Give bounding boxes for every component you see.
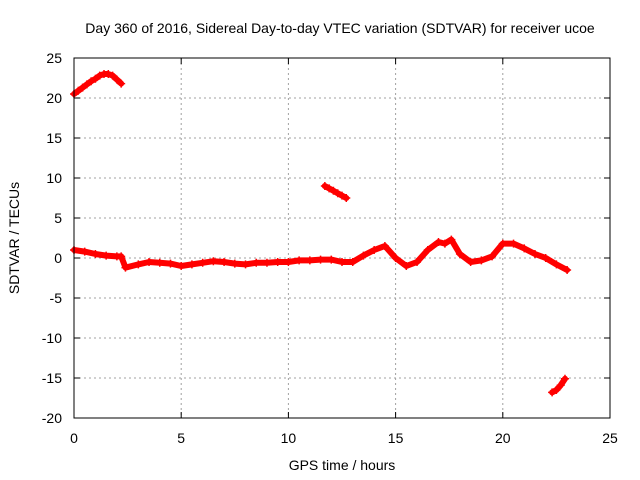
data-point-marker [241,260,250,269]
data-point-marker [488,252,497,261]
data-point-marker [548,388,557,397]
data-point-marker [552,260,561,269]
data-point-marker [155,258,164,267]
data-point-marker [338,258,346,266]
data-point-marker [434,238,443,246]
data-point-marker [108,71,117,80]
data-point-marker [80,247,89,256]
data-point-marker [320,182,329,190]
y-tick-label: 5 [54,210,62,226]
data-point-marker [333,189,342,198]
data-point-marker [440,239,449,248]
data-point-marker [338,191,346,200]
data-point-marker [552,386,561,394]
data-point-marker [391,254,400,262]
x-tick-label: 15 [388,430,404,446]
data-point-marker [316,255,325,264]
y-tick-label: 15 [46,130,62,146]
data-point-marker [447,235,456,244]
data-point-marker [91,74,100,83]
series-segment-late-low [548,374,569,397]
data-point-marker [95,71,104,80]
data-point-marker [541,254,550,262]
y-tick-label: 0 [54,250,62,266]
y-tick-label: 20 [46,90,62,106]
series-segment-mid-high [320,182,351,202]
data-point-marker [413,258,422,266]
x-tick-label: 0 [70,430,78,446]
data-point-marker [78,83,87,92]
data-point-marker [329,186,338,195]
data-point-marker [74,86,83,95]
y-tick-label: -10 [42,330,62,346]
data-point-marker [220,258,229,266]
data-point-marker [121,263,130,272]
data-point-marker [252,258,261,267]
data-point-marker [145,258,154,266]
data-point-marker [563,266,572,274]
data-point-marker [117,79,126,88]
data-point-marker [102,251,111,260]
data-point-marker [134,260,143,269]
data-point-marker [380,242,389,250]
data-point-marker [342,194,351,202]
data-point-marker [477,256,486,265]
x-tick-label: 20 [495,430,511,446]
x-tick-label: 5 [177,430,185,446]
data-point-marker [327,255,336,264]
x-axis-label: GPS time / hours [289,457,396,473]
x-tick-label: 10 [281,430,297,446]
data-point-marker [166,259,175,268]
data-point-marker [209,257,218,266]
data-point-marker [325,184,334,193]
data-point-marker [87,77,96,86]
data-point-marker [104,70,113,78]
data-point-marker [198,258,207,267]
series-segment-main [70,235,572,274]
grid-lines [74,58,610,418]
data-point-marker [530,250,539,258]
data-point-marker [112,75,121,84]
data-point-marker [117,252,126,261]
y-tick-label: -5 [50,290,63,306]
y-tick-label: 10 [46,170,62,186]
data-point-marker [91,250,100,258]
data-point-marker [498,239,507,248]
data-point-marker [466,258,475,266]
y-tick-label: -20 [42,410,62,426]
chart-title: Day 360 of 2016, Sidereal Day-to-day VTE… [85,20,595,36]
data-point-marker [273,258,282,266]
data-point-marker [262,258,271,267]
data-point-marker [560,374,569,383]
data-point-marker [370,246,379,254]
y-tick-label: 25 [46,50,62,66]
data-point-marker [177,262,186,270]
data-point-marker [230,259,239,268]
series-trace [549,375,568,396]
data-point-marker [295,256,304,265]
data-point-marker [348,258,357,266]
data-point-marker [556,381,565,390]
data-point-marker [305,256,314,265]
y-axis-label: SDTVAR / TECUs [6,182,22,294]
x-axis: 0 5 10 15 20 25 [70,58,618,446]
series-trace [71,236,571,273]
plot-frame [73,57,611,419]
data-point-marker [359,251,368,260]
data-point-marker [509,239,518,248]
data-point-marker [82,80,91,89]
data-point-marker [284,258,293,266]
data-point-marker [187,260,196,269]
y-tick-label: -15 [42,370,62,386]
data-point-marker [455,250,464,258]
series-segment-early-high [70,70,126,98]
data-series [70,70,572,397]
data-point-marker [402,262,411,270]
data-point-marker [423,246,432,254]
data-point-marker [520,244,529,253]
x-tick-label: 25 [602,430,618,446]
y-axis: -20 -15 -10 -5 0 5 10 15 20 25 [42,50,610,426]
